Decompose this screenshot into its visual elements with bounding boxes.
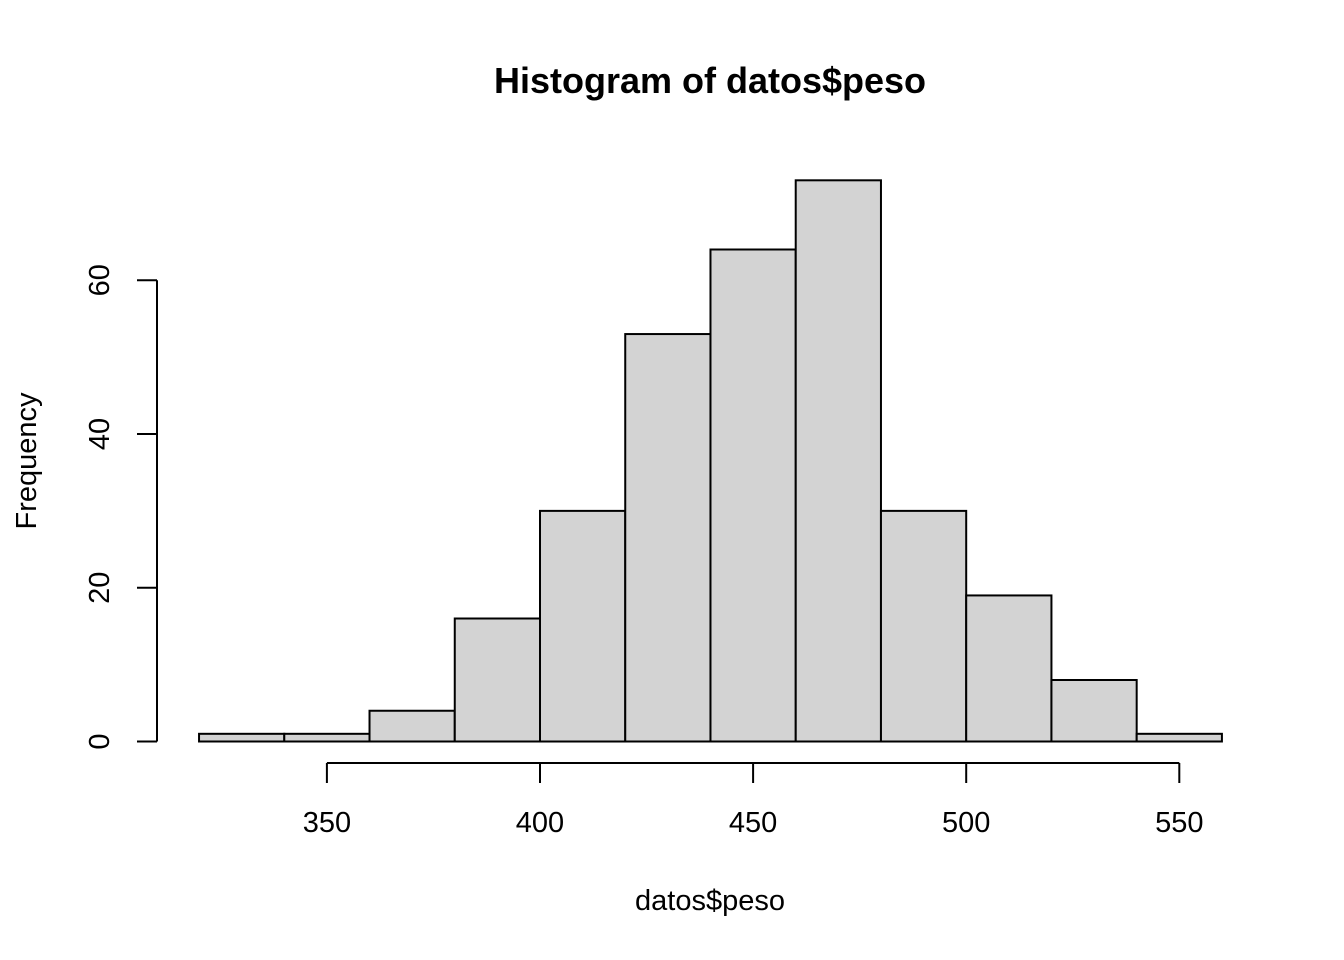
y-tick-label-0: 0 <box>84 733 116 749</box>
histogram-bar-320-340 <box>198 732 286 743</box>
histogram-bar-440-460 <box>709 248 797 743</box>
chart-title: Histogram of datos$peso <box>494 60 926 101</box>
x-tick-label-550: 550 <box>1155 807 1203 839</box>
x-axis-label: datos$peso <box>635 885 785 917</box>
x-tick-label-450: 450 <box>729 807 777 839</box>
x-tick-label-400: 400 <box>516 807 564 839</box>
histogram-bar-340-360 <box>283 732 371 743</box>
y-tick-label-20: 20 <box>84 572 116 604</box>
histogram-bar-500-520 <box>965 594 1053 743</box>
histogram-bar-400-420 <box>539 509 627 743</box>
y-tick-label-40: 40 <box>84 418 116 450</box>
histogram-bar-480-500 <box>879 509 968 743</box>
histogram-bar-420-440 <box>624 333 712 743</box>
histogram-bar-360-380 <box>368 709 456 743</box>
x-tick-label-350: 350 <box>303 807 351 839</box>
y-tick-label-60: 60 <box>84 264 116 296</box>
x-axis: 350 400 450 500 550 <box>303 762 1203 839</box>
y-axis-label: Frequency <box>11 392 43 530</box>
histogram-bar-460-480 <box>794 179 882 743</box>
histogram-bar-520-540 <box>1050 679 1138 743</box>
x-tick-label-500: 500 <box>942 807 990 839</box>
histogram-bar-380-400 <box>453 617 542 743</box>
histogram-bar-540-560 <box>1135 732 1223 743</box>
bars-group <box>198 179 1223 743</box>
y-axis: 0 20 40 60 <box>84 264 158 750</box>
